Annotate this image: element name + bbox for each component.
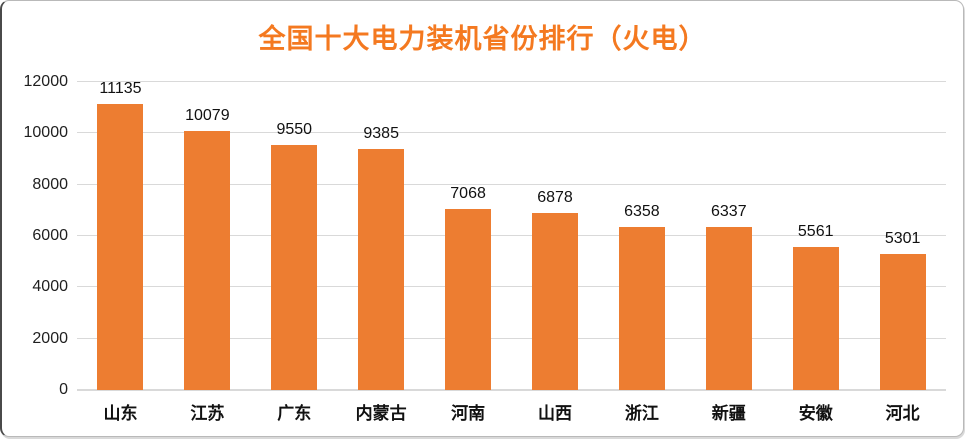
bar-value-label: 7068 (450, 184, 486, 202)
bar-value-label: 6878 (537, 189, 573, 207)
gridline (77, 132, 946, 134)
x-axis-category-label: 山东 (103, 404, 138, 423)
gridline (77, 286, 946, 288)
x-axis-category-label: 河南 (451, 404, 486, 423)
bar-value-label: 5301 (884, 229, 921, 247)
bar (879, 253, 926, 390)
chart-title: 全国十大电力装机省份排行（火电） (258, 24, 707, 54)
bar-value-label: 6358 (624, 202, 660, 220)
x-axis-category-label: 安徽 (798, 404, 833, 423)
plot-area (77, 81, 946, 391)
x-axis-category-label: 江苏 (190, 404, 225, 423)
bar-slot: 5301 (859, 82, 946, 390)
bar-slot: 11135 (77, 80, 164, 390)
y-axis-tick-label: 12000 (23, 73, 69, 90)
bar-slot: 10079 (164, 82, 251, 390)
bars-row: 11135 10079 9550 9385 7068 6878 6358 6337 5561 53… (77, 80, 946, 390)
gridline (77, 81, 946, 82)
y-axis-tick-label: 10000 (23, 124, 69, 142)
y-axis-tick-label: 8000 (32, 175, 68, 193)
bar-value-label: 9385 (363, 125, 399, 143)
bar-value-label: 9550 (276, 120, 313, 138)
bar-value-label: 10079 (185, 107, 230, 125)
bar (531, 213, 578, 390)
x-axis-category-label: 新疆 (711, 404, 746, 423)
y-axis-tick-label: 0 (59, 381, 68, 398)
bar-slot: 9385 (338, 82, 425, 390)
bar (271, 144, 318, 390)
bar-slot: 7068 (425, 82, 512, 390)
bar-value-label: 5561 (797, 223, 834, 241)
x-axis-category-label: 浙江 (624, 404, 659, 423)
bar (792, 247, 839, 390)
bar-slot: 6337 (685, 82, 772, 390)
x-axis-category-label: 河北 (885, 404, 920, 423)
x-axis-line (77, 389, 946, 391)
bar-slot: 6358 (598, 82, 685, 390)
bar (97, 104, 144, 390)
x-axis-category-label: 山西 (537, 404, 572, 423)
bar (184, 131, 231, 390)
bar-slot: 9550 (251, 82, 338, 390)
bar (705, 227, 752, 390)
gridline (77, 183, 946, 185)
bar-slot: 5561 (772, 82, 859, 390)
gridline (77, 337, 946, 339)
y-axis-tick-label: 6000 (32, 227, 68, 244)
y-axis-tick-label: 2000 (32, 329, 68, 347)
bar-value-label: 6337 (711, 203, 747, 221)
bar-value-label: 11135 (99, 80, 142, 98)
gridline (77, 235, 946, 236)
bar (358, 149, 405, 390)
x-axis-category-label: 广东 (277, 404, 312, 423)
bar (618, 226, 665, 390)
bar (445, 208, 492, 390)
x-axis-category-label: 内蒙古 (355, 404, 407, 423)
x-axis-labels-row: 山东 江苏 广东 内蒙古 河南 山西 浙江 新疆 安徽 河北 (77, 399, 946, 424)
y-axis-tick-label: 4000 (32, 278, 68, 296)
bar-slot: 6878 (512, 82, 599, 390)
